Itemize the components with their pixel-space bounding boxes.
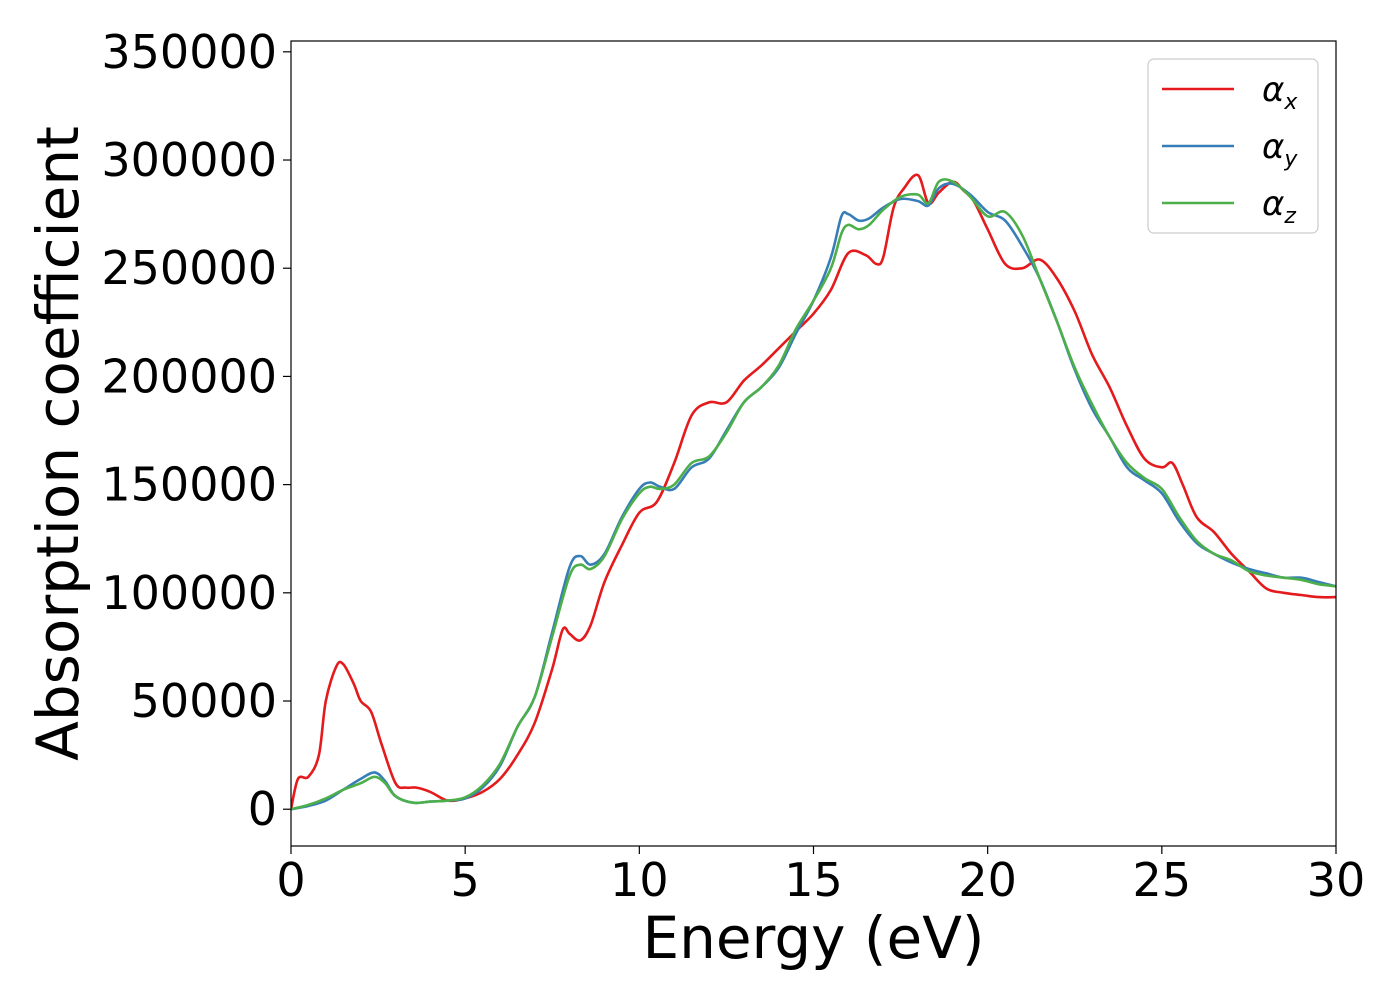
x-tick-label: 5: [451, 853, 480, 907]
series-line-y: [291, 182, 1336, 811]
legend-label-z: αz: [1262, 184, 1296, 229]
x-axis-ticks: 0 5 10 15 20 25 30: [276, 846, 1365, 907]
y-tick-label: 250000: [101, 241, 277, 295]
legend-label-y: αy: [1262, 127, 1298, 172]
y-tick-label: 50000: [131, 674, 277, 728]
series-line-x: [291, 173, 1336, 810]
x-axis-title: Energy (eV): [642, 904, 984, 972]
x-tick-label: 15: [784, 853, 843, 907]
y-tick-label: 350000: [101, 25, 277, 79]
x-tick-label: 25: [1133, 853, 1192, 907]
plot-lines: [291, 173, 1336, 811]
y-axis-ticks: 0 50000 100000 150000 200000 250000 300000 3500…: [101, 25, 291, 836]
y-tick-label: 0: [248, 782, 277, 836]
legend: αx αy αz: [1147, 58, 1319, 234]
x-tick-label: 0: [276, 853, 305, 907]
x-tick-label: 20: [958, 853, 1017, 907]
y-axis-title: Absorption coefficient: [24, 126, 92, 761]
x-tick-label: 30: [1307, 853, 1366, 907]
legend-label-x: αx: [1262, 70, 1298, 115]
y-tick-label: 300000: [101, 133, 277, 187]
y-tick-label: 200000: [101, 349, 277, 403]
y-tick-label: 100000: [101, 566, 277, 620]
y-tick-label: 150000: [101, 458, 277, 512]
series-line-z: [291, 178, 1336, 811]
x-tick-label: 10: [610, 853, 669, 907]
plot-frame: [290, 40, 1337, 847]
